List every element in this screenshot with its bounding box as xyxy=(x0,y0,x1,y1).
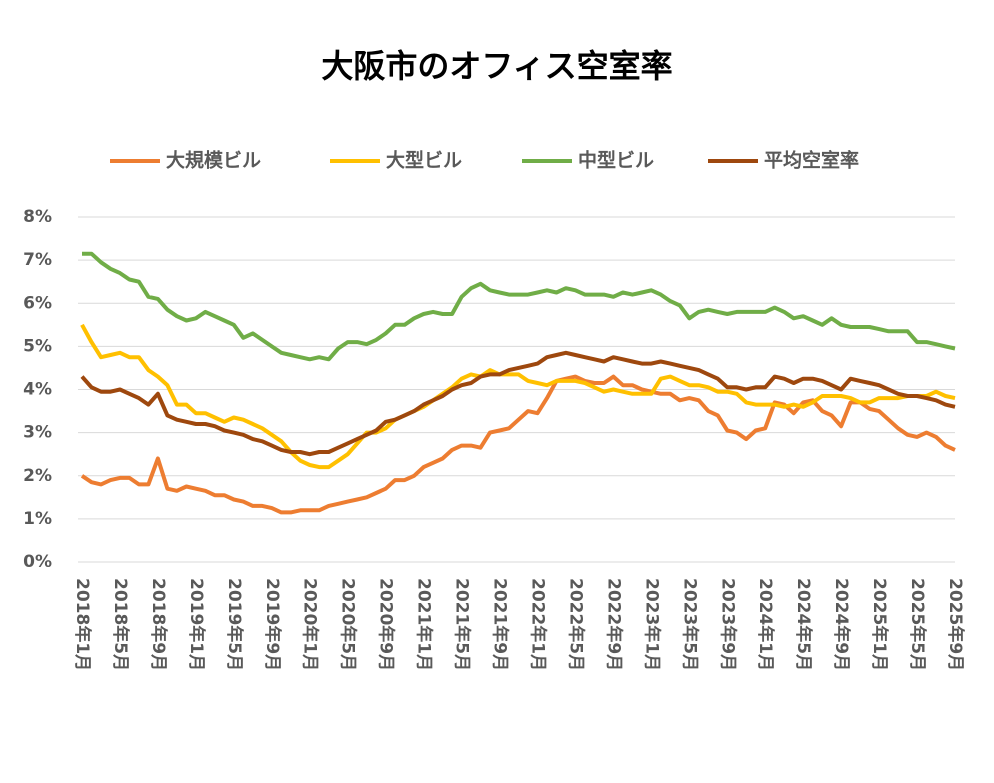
x-tick-label: 2020年1月 xyxy=(300,578,321,671)
x-tick-label: 2021年9月 xyxy=(490,578,511,671)
x-tick-label: 2018年9月 xyxy=(148,578,169,671)
x-tick-label: 2023年9月 xyxy=(717,578,738,671)
x-tick-label: 2023年1月 xyxy=(641,578,662,671)
y-tick-label: 5% xyxy=(23,336,52,356)
series-line xyxy=(80,323,956,470)
x-tick-label: 2018年1月 xyxy=(72,578,93,671)
y-tick-label: 1% xyxy=(23,509,52,529)
x-tick-label: 2022年1月 xyxy=(527,578,548,671)
series-line xyxy=(80,350,956,457)
y-tick-label: 7% xyxy=(23,250,52,270)
y-tick-label: 8% xyxy=(23,207,52,227)
series-line xyxy=(80,374,956,515)
x-tick-label: 2021年1月 xyxy=(414,578,435,671)
x-tick-label: 2018年5月 xyxy=(110,578,131,671)
x-tick-label: 2025年5月 xyxy=(907,578,928,671)
x-tick-label: 2022年5月 xyxy=(565,578,586,671)
chart-title: 大阪市のオフィス空室率 xyxy=(321,47,672,85)
x-tick-label: 2025年1月 xyxy=(869,578,890,671)
series-line xyxy=(82,251,956,362)
legend-label: 平均空室率 xyxy=(764,149,859,172)
x-tick-label: 2024年9月 xyxy=(831,578,852,671)
y-tick-label: 6% xyxy=(23,293,52,313)
y-tick-label: 4% xyxy=(23,380,52,400)
legend-label: 大型ビル xyxy=(386,149,462,172)
legend-label: 大規模ビル xyxy=(166,149,261,172)
x-tick-label: 2024年1月 xyxy=(755,578,776,671)
x-tick-label: 2020年9月 xyxy=(376,578,397,671)
y-tick-label: 3% xyxy=(23,423,52,443)
x-tick-label: 2023年5月 xyxy=(679,578,700,671)
legend-label: 中型ビル xyxy=(578,149,654,172)
y-tick-label: 2% xyxy=(23,466,52,486)
x-tick-label: 2019年9月 xyxy=(262,578,283,671)
x-tick-label: 2022年9月 xyxy=(603,578,624,671)
x-tick-label: 2021年5月 xyxy=(452,578,473,671)
y-tick-label: 0% xyxy=(23,552,52,572)
x-tick-label: 2024年5月 xyxy=(793,578,814,671)
x-tick-label: 2020年5月 xyxy=(338,578,359,671)
x-tick-label: 2025年9月 xyxy=(945,578,966,671)
x-tick-label: 2019年1月 xyxy=(186,578,207,671)
x-tick-label: 2019年5月 xyxy=(224,578,245,671)
